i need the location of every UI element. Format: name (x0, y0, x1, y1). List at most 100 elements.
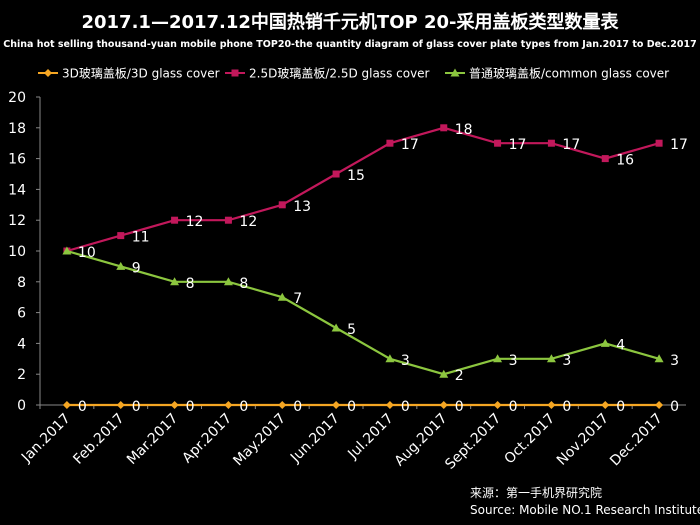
data-label: 12 (186, 214, 204, 230)
data-point (655, 139, 663, 147)
x-tick-label: May.2017 (230, 411, 289, 470)
data-point (223, 277, 233, 286)
data-label: 3 (509, 353, 518, 369)
data-point (170, 401, 179, 409)
data-point (116, 401, 125, 409)
data-point (277, 292, 287, 301)
chart-subtitle: China hot selling thousand-yuan mobile p… (3, 39, 696, 50)
legend-label: 3D玻璃盖板/3D glass cover (62, 67, 220, 81)
data-point (655, 401, 664, 409)
data-label: 0 (670, 399, 679, 415)
legend-marker (44, 69, 52, 77)
y-tick-label: 16 (8, 152, 26, 168)
data-point (224, 216, 232, 224)
data-label: 8 (186, 276, 195, 292)
y-tick-label: 0 (17, 398, 26, 414)
y-tick-label: 4 (17, 336, 26, 352)
y-tick-label: 8 (17, 275, 26, 291)
source-line-cn: 来源：第一手机界研究院 (470, 485, 602, 500)
data-label: 17 (562, 137, 580, 153)
data-label: 17 (670, 137, 688, 153)
x-tick-label: Sept.2017 (442, 411, 504, 473)
data-label: 9 (132, 260, 141, 276)
data-point (62, 401, 71, 409)
data-point (385, 401, 394, 409)
data-point (331, 323, 341, 332)
y-tick-label: 6 (17, 306, 26, 322)
data-label: 16 (616, 153, 634, 169)
data-label: 0 (401, 399, 410, 415)
data-point (493, 354, 503, 363)
plot-area: 0 0 0 0 0 0 0 0 0 0 0 0 11 12 12 13 15 17 18 17 17 16 17 10 9 8 8 7… (62, 122, 688, 415)
data-label: 15 (347, 168, 365, 184)
data-label: 3 (401, 353, 410, 369)
chart-title: 2017.1—2017.12中国热销千元机TOP 20-采用盖板类型数量表 (81, 11, 619, 33)
y-tick-label: 18 (8, 121, 26, 137)
x-tick-label: Mar.2017 (124, 411, 181, 468)
x-tick-label: Oct.2017 (501, 411, 558, 468)
data-point (117, 232, 125, 240)
data-point (224, 401, 233, 409)
data-label: 0 (347, 399, 356, 415)
y-tick-label: 12 (8, 213, 26, 229)
data-label: 4 (616, 337, 625, 353)
data-label: 12 (239, 214, 257, 230)
data-point (278, 201, 286, 209)
data-point (278, 401, 287, 409)
y-tick-label: 2 (17, 367, 26, 383)
y-tick-label: 20 (8, 90, 26, 106)
x-tick-label: Feb.2017 (70, 411, 127, 468)
legend-marker (231, 69, 239, 77)
data-point (601, 155, 609, 163)
data-label: 18 (455, 122, 473, 138)
x-tick-label: Apr.2017 (179, 411, 235, 467)
data-label: 17 (509, 137, 527, 153)
x-tick-label: Jun.2017 (287, 411, 343, 467)
x-tick-label: Dec.2017 (607, 411, 666, 470)
y-tick-label: 14 (8, 182, 26, 198)
data-label: 0 (616, 399, 625, 415)
x-tick-label: Jul.2017 (344, 411, 396, 463)
data-label: 0 (509, 399, 518, 415)
data-point (493, 401, 502, 409)
data-point (386, 139, 394, 147)
data-label: 13 (293, 199, 311, 215)
data-point (332, 170, 340, 178)
data-label: 0 (78, 399, 87, 415)
y-tick-label: 10 (8, 244, 26, 260)
data-point (547, 401, 556, 409)
data-point (546, 354, 556, 363)
data-label: 0 (293, 399, 302, 415)
source-line-en: Source: Mobile NO.1 Research Institute (470, 503, 700, 517)
data-label: 7 (293, 291, 302, 307)
data-label: 11 (132, 230, 150, 246)
x-tick-label: Nov.2017 (554, 411, 612, 469)
data-point (385, 354, 395, 363)
data-label: 3 (562, 353, 571, 369)
data-label: 0 (239, 399, 248, 415)
legend-marker (450, 68, 460, 77)
data-point (116, 261, 126, 270)
legend: 3D玻璃盖板/3D glass cover 2.5D玻璃盖板/2.5D glass… (38, 67, 669, 81)
data-point (62, 246, 72, 255)
x-tick-label: Jan.2017 (18, 411, 74, 467)
legend-label: 2.5D玻璃盖板/2.5D glass cover (249, 67, 430, 81)
legend-label: 普通玻璃盖板/common glass cover (469, 67, 669, 81)
data-point (332, 401, 341, 409)
data-label: 0 (455, 399, 464, 415)
data-point (600, 338, 610, 347)
data-point (439, 369, 449, 378)
data-label: 2 (455, 368, 464, 384)
data-point (171, 216, 179, 224)
data-point (439, 401, 448, 409)
series-line (66, 126, 660, 253)
data-label: 17 (401, 137, 419, 153)
data-label: 5 (347, 322, 356, 338)
axes: 02468101214161820Jan.2017Feb.2017Mar.201… (8, 90, 686, 473)
data-label: 0 (562, 399, 571, 415)
data-point (170, 277, 180, 286)
data-label: 10 (78, 245, 96, 261)
data-point (601, 401, 610, 409)
data-label: 8 (239, 276, 248, 292)
